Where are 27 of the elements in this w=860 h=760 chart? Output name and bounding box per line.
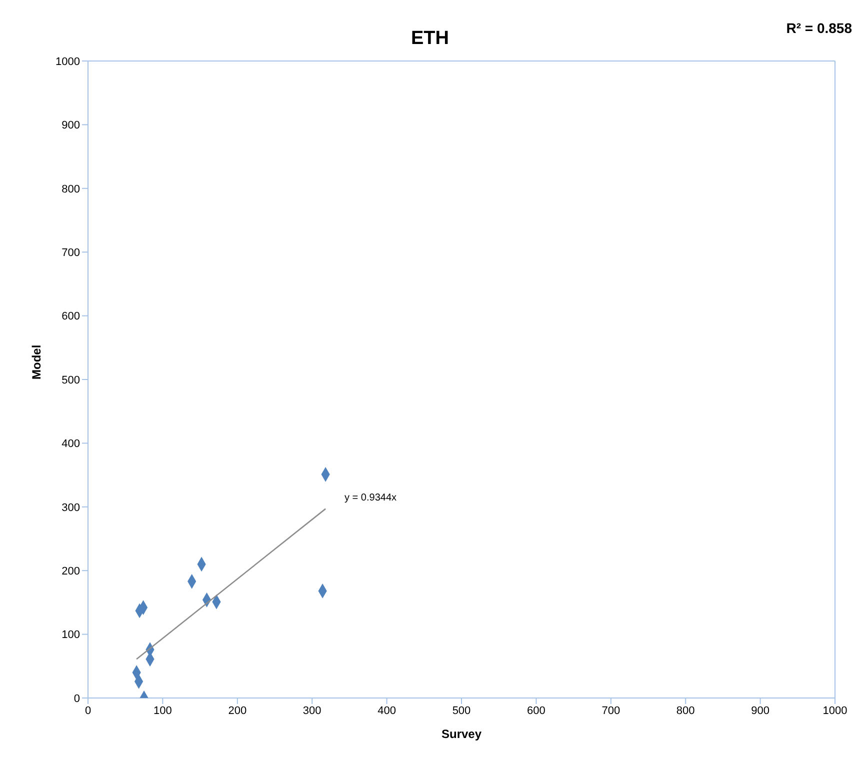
annotation: y = 0.9344x [344, 492, 397, 504]
y-tick-label: 300 [62, 502, 80, 514]
y-tick-label: 1000 [56, 56, 80, 68]
x-tick-label: 500 [452, 704, 471, 717]
y-tick-label: 700 [62, 247, 80, 260]
y-tick-label: 400 [62, 438, 80, 450]
x-tick-label: 900 [751, 704, 770, 717]
x-tick-label: 0 [84, 704, 92, 717]
y-tick-label: 800 [62, 183, 80, 196]
x-tick-label: 800 [676, 704, 695, 717]
chart-title: ETH [411, 28, 449, 49]
x-tick-label: 400 [378, 704, 396, 717]
x-tick-label: 300 [302, 704, 322, 717]
y-axis-title: Model [29, 344, 44, 380]
x-tick-label: 700 [602, 704, 620, 717]
x-axis-title: Survey [441, 727, 482, 741]
x-tick-label: 1000 [822, 704, 848, 717]
y-tick-label: 600 [62, 310, 80, 323]
y-tick-label: 100 [62, 629, 80, 642]
x-tick-label: 200 [228, 704, 247, 717]
text: R² = 0.858 [786, 20, 852, 36]
y-tick-label: 900 [62, 120, 80, 132]
x-tick-label: 100 [154, 704, 172, 717]
x-tick-label: 600 [527, 704, 546, 717]
y-tick-label: 0 [74, 692, 80, 705]
y-tick-label: 200 [62, 566, 80, 578]
y-tick-label: 500 [62, 374, 80, 386]
